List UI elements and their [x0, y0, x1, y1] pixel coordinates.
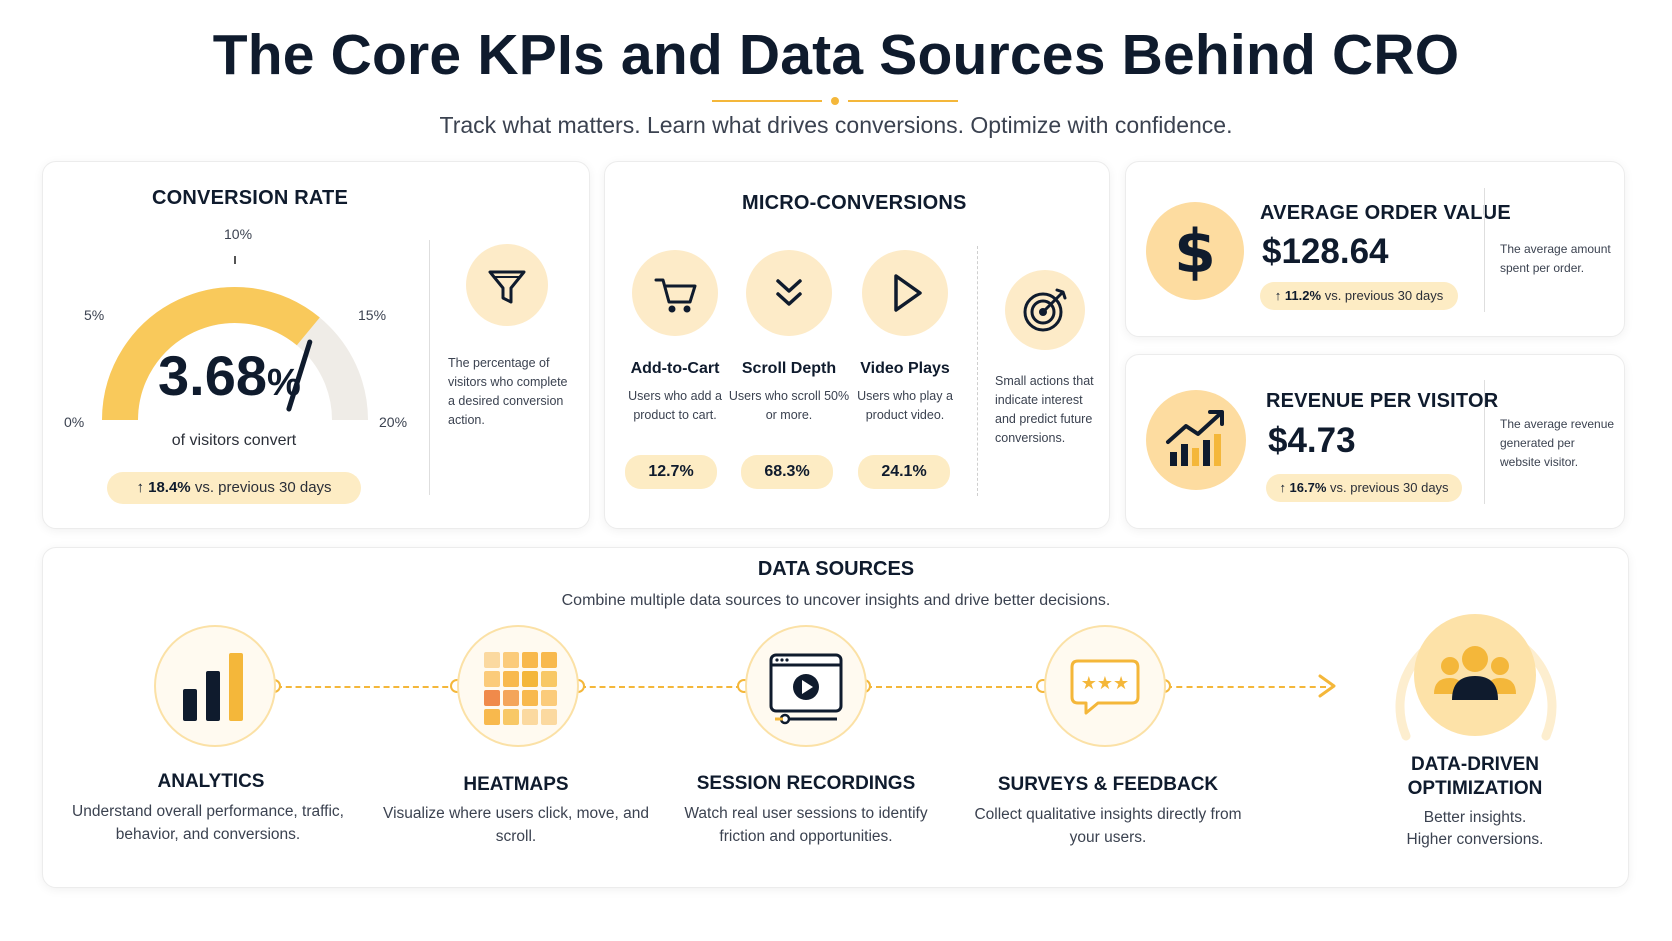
conversion-rate-title: CONVERSION RATE — [152, 187, 348, 209]
gauge-tick-0: 0% — [64, 414, 85, 430]
source-surveys-description: Collect qualitative insights directly fr… — [974, 806, 1242, 846]
source-heatmaps-label: HEATMAPS — [463, 774, 569, 795]
outcome-description-line1: Better insights. — [1423, 809, 1527, 826]
conversion-rate-description: The percentage of visitors who complete … — [448, 356, 568, 427]
page-title: The Core KPIs and Data Sources Behind CR… — [212, 23, 1460, 87]
micro-conversions-title: MICRO-CONVERSIONS — [742, 192, 967, 214]
gauge-fill — [102, 287, 320, 420]
conversion-gauge — [102, 256, 368, 420]
source-session-recordings-label: SESSION RECORDINGS — [696, 773, 916, 794]
conversion-rate-caption: of visitors convert — [171, 432, 297, 449]
micro-item-add-to-cart-description: Users who add a product to cart. — [628, 389, 722, 422]
micro-item-scroll-depth-value: 68.3% — [741, 455, 833, 489]
analytics-badge — [154, 625, 276, 747]
aov-divider — [1484, 188, 1485, 312]
aov-value: $128.64 — [1262, 232, 1389, 271]
gauge-needle — [286, 339, 313, 412]
rpv-divider — [1484, 380, 1485, 504]
micro-item-scroll-depth-label: Scroll Depth — [741, 360, 837, 377]
micro-item-scroll-depth-description: Users who scroll 50% or more. — [728, 389, 850, 422]
connector-4 — [1166, 686, 1326, 688]
micro-item-add-to-cart-label: Add-to-Cart — [630, 360, 720, 377]
aov-change-badge: ↑ 11.2% vs. previous 30 days — [1260, 282, 1458, 310]
gauge-tick-20: 20% — [379, 414, 408, 430]
title-divider — [712, 96, 958, 106]
micro-item-video-plays-label: Video Plays — [860, 360, 950, 377]
gauge-tick-10: 10% — [224, 226, 253, 242]
rating-bubble-icon: ★★★ — [1070, 659, 1140, 715]
aov-description: The average amount spent per order. — [1500, 242, 1611, 275]
bar-chart-icon — [183, 653, 243, 721]
micro-item-video-plays-value: 24.1% — [858, 455, 950, 489]
surveys-badge: ★★★ — [1044, 625, 1166, 747]
gauge-tick-5: 5% — [84, 307, 105, 323]
rpv-change-badge: ↑ 16.7% vs. previous 30 days — [1266, 474, 1462, 502]
heatmap-grid-icon — [484, 652, 557, 725]
growth-chart-icon — [1146, 390, 1246, 490]
dollar-icon: $ — [1146, 202, 1244, 300]
video-player-icon — [769, 653, 843, 725]
micro-item-add-to-cart-value: 12.7% — [625, 455, 717, 489]
rpv-title: REVENUE PER VISITOR — [1266, 390, 1499, 412]
play-icon — [862, 250, 948, 336]
conversion-rate-value: 3.68% — [158, 344, 301, 407]
aov-title: AVERAGE ORDER VALUE — [1260, 202, 1511, 224]
connector-1 — [276, 686, 458, 688]
svg-text:★★★: ★★★ — [1081, 673, 1129, 694]
outcome-label-line1: DATA-DRIVEN — [1410, 754, 1540, 775]
connector-2 — [580, 686, 742, 688]
funnel-icon — [466, 244, 548, 326]
outcome-description-line2: Higher conversions. — [1406, 831, 1544, 848]
conversion-divider — [429, 240, 430, 495]
data-sources-subtitle: Combine multiple data sources to uncover… — [561, 592, 1111, 609]
data-sources-title: DATA SOURCES — [757, 558, 915, 580]
team-icon — [1414, 614, 1536, 736]
session-recordings-badge — [745, 625, 867, 747]
connector-3 — [866, 686, 1042, 688]
page-subtitle: Track what matters. Learn what drives co… — [439, 112, 1233, 138]
outcome-label-line2: OPTIMIZATION — [1407, 778, 1543, 799]
rpv-description: The average revenue generated per websit… — [1500, 417, 1615, 469]
source-heatmaps-description: Visualize where users click, move, and s… — [383, 805, 649, 845]
target-icon — [1005, 270, 1085, 350]
svg-text:$: $ — [1174, 217, 1216, 287]
heatmaps-badge — [457, 625, 579, 747]
micro-divider — [977, 246, 978, 496]
arrow-right-icon — [1318, 674, 1336, 698]
chevrons-down-icon — [746, 250, 832, 336]
source-analytics-description: Understand overall performance, traffic,… — [72, 803, 344, 843]
conversion-rate-change-badge: ↑ 18.4% vs. previous 30 days — [107, 472, 361, 504]
micro-item-video-plays-description: Users who play a product video. — [857, 389, 953, 422]
micro-conversions-description: Small actions that indicate interest and… — [995, 374, 1094, 445]
gauge-tick-15: 15% — [358, 307, 387, 323]
cart-icon — [632, 250, 718, 336]
rpv-value: $4.73 — [1268, 421, 1356, 460]
source-session-recordings-description: Watch real user sessions to identify fri… — [684, 805, 928, 845]
source-surveys-label: SURVEYS & FEEDBACK — [997, 774, 1219, 795]
source-analytics-label: ANALYTICS — [157, 771, 265, 792]
